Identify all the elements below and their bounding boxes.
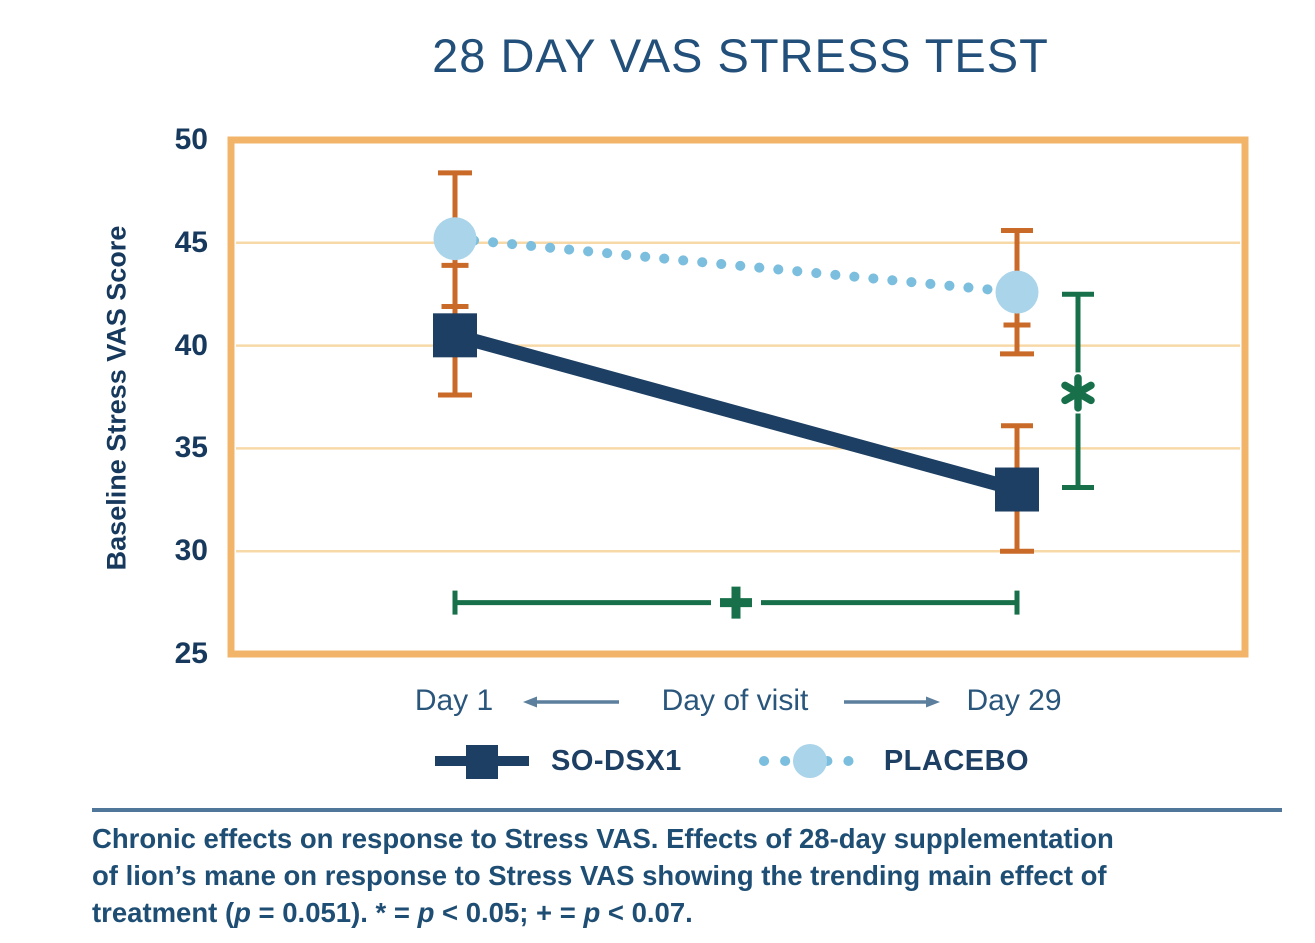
figure-caption: Chronic effects on response to Stress VA… [92,820,1302,931]
arrow-left-icon [523,696,619,708]
legend-item-so-dsx1: SO-DSX1 [433,739,682,783]
legend-label-so-dsx1: SO-DSX1 [551,744,682,777]
arrow-right-icon [844,696,940,708]
x-tick-day-1: Day 1 [414,684,494,717]
caption-line: Chronic effects on response to Stress VA… [92,823,1114,854]
y-tick-45: 45 [174,225,208,259]
x-axis-title: Day of visit [661,684,809,717]
y-tick-35: 35 [174,431,208,465]
legend: SO-DSX1 PLACEBO [433,739,1029,783]
so-dsx1-marker-day-29 [995,467,1039,512]
y-tick-50: 50 [174,123,208,156]
so-dsx1-line [453,328,1019,497]
x-tick-day-29: Day 29 [966,684,1062,717]
y-tick-30: 30 [174,534,208,568]
placebo-marker-day-1 [433,217,477,261]
legend-label-placebo: PLACEBO [883,744,1030,777]
chart-title: 28 DAY VAS STRESS TEST [432,29,1049,82]
legend-item-placebo: PLACEBO [756,739,1029,783]
placebo-line [450,233,1022,298]
caption-line: of lion’s mane on response to Stress VAS… [92,860,1107,891]
asterisk-icon [1061,381,1095,405]
x-axis: Day 1 Day of visit Day 29 [0,682,1315,722]
placebo-line-swatch-icon [758,744,861,778]
divider-line [92,808,1282,812]
plot-border [227,136,1249,658]
so-dsx1-line-swatch-icon [435,745,529,779]
y-tick-25: 25 [174,637,208,670]
placebo-marker-day-29 [995,270,1039,314]
so-dsx1-marker-day-1 [433,313,477,358]
caption-line: treatment (p = 0.051). * = p < 0.05; + =… [92,897,693,928]
y-tick-40: 40 [174,328,208,362]
